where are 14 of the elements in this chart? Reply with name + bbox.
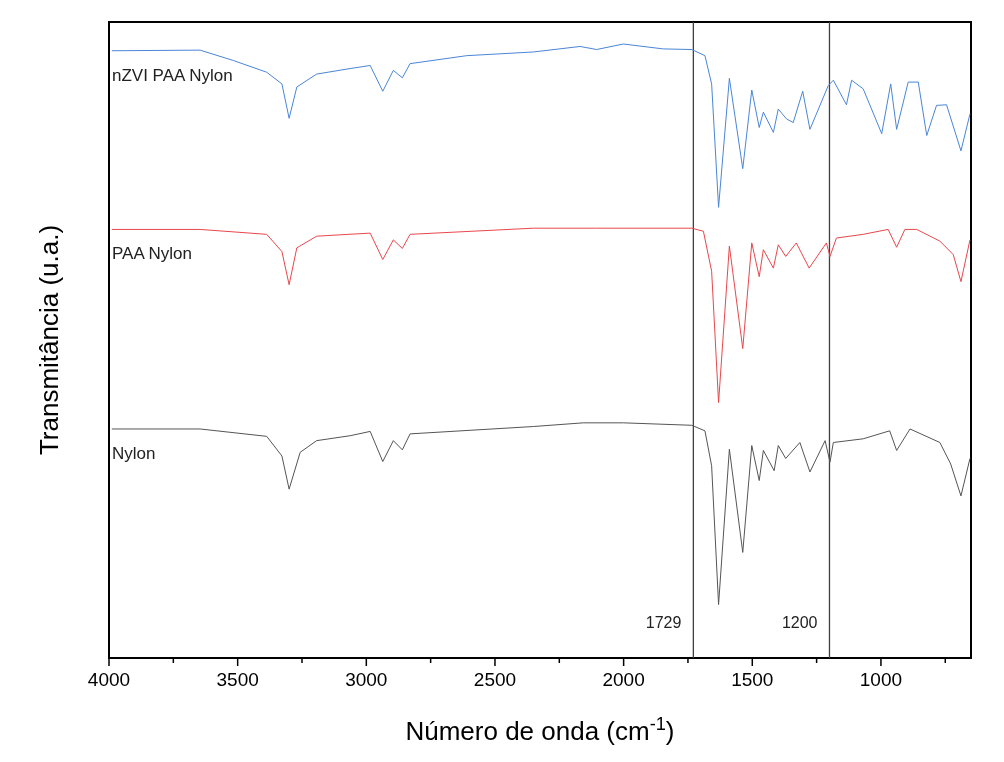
x-tick-label: 2500 (473, 669, 517, 690)
y-axis-title: Transmitância (u.a.) (34, 224, 64, 456)
series-label: Nylon (112, 443, 156, 463)
x-tick-label: 4000 (87, 669, 131, 690)
ref-line-label: 1729 (645, 614, 682, 631)
x-tick-label: 3000 (345, 669, 388, 690)
x-tick-label: 3500 (216, 669, 259, 690)
series-label: nZVI PAA Nylon (112, 65, 233, 85)
x-axis-title: Número de onda (cm$^{-1}$) (405, 714, 675, 746)
x-tick-label: 2000 (602, 669, 645, 690)
ref-line-label: 1200 (781, 614, 818, 631)
x-tick-label: 1000 (859, 669, 903, 690)
x-tick-label: 1500 (731, 669, 774, 690)
series-label: PAA Nylon (112, 244, 193, 264)
